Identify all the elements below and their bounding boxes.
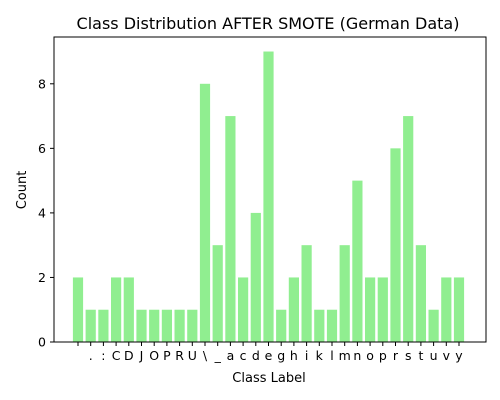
y-tick-label: 0	[38, 335, 46, 350]
bar	[225, 116, 236, 343]
bar	[339, 245, 350, 342]
bar	[238, 277, 249, 342]
x-tick-label: D	[124, 348, 134, 363]
bar	[453, 277, 465, 342]
x-tick-label: O	[149, 348, 159, 363]
x-tick-label: p	[379, 348, 387, 363]
x-tick-label: .	[89, 348, 93, 363]
bar	[352, 180, 363, 342]
y-axis: 0 2 4 6 8	[38, 76, 54, 350]
bar	[98, 309, 109, 342]
bars-group	[72, 51, 465, 343]
y-tick-label: 2	[38, 270, 46, 285]
bar	[199, 83, 211, 342]
x-tick-label: d	[252, 348, 260, 363]
y-tick-label: 6	[38, 141, 46, 156]
bar	[441, 277, 452, 342]
bar	[403, 116, 414, 343]
x-tick-label: r	[393, 348, 399, 363]
x-tick-label: t	[418, 348, 423, 363]
x-tick-label: _	[214, 348, 222, 363]
x-tick-label: R	[175, 348, 184, 363]
chart-title: Class Distribution AFTER SMOTE (German D…	[77, 14, 460, 33]
bar	[149, 309, 160, 342]
bar	[301, 245, 312, 342]
x-tick-label: a	[227, 348, 235, 363]
bar	[276, 309, 287, 342]
bar	[415, 245, 426, 342]
x-tick-label: e	[265, 348, 273, 363]
x-tick-label: v	[443, 348, 451, 363]
bar	[136, 309, 147, 342]
bar	[428, 309, 439, 342]
x-tick-label: :	[101, 348, 105, 363]
bar	[314, 309, 325, 342]
x-tick-label: J	[139, 348, 144, 363]
x-tick-label: C	[112, 348, 121, 363]
y-tick-label: 4	[38, 205, 46, 220]
bar	[174, 309, 185, 342]
bar	[365, 277, 376, 342]
x-tick-label: P	[163, 348, 171, 363]
bar	[123, 277, 134, 342]
bar	[111, 277, 122, 342]
bar	[212, 245, 223, 342]
x-tick-label: h	[290, 348, 298, 363]
x-tick-label: g	[277, 348, 285, 363]
bar	[390, 148, 401, 342]
x-tick-label: o	[366, 348, 374, 363]
x-axis: .: C D J O P R U \ _ a c d e g h i k l m n o p r s t u v y	[77, 342, 463, 363]
x-tick-label: c	[240, 348, 247, 363]
x-tick-label: u	[430, 348, 438, 363]
bar	[326, 309, 338, 342]
x-tick-label: l	[330, 348, 333, 363]
x-tick-label: n	[353, 348, 361, 363]
x-axis-label: Class Label	[232, 371, 305, 386]
bar	[85, 309, 96, 342]
plot-frame	[53, 36, 487, 343]
x-tick-label: y	[455, 348, 463, 363]
x-tick-label: \	[203, 348, 208, 363]
bar	[250, 212, 261, 342]
bar	[161, 309, 172, 342]
y-tick-label: 8	[38, 76, 46, 91]
bar	[72, 277, 84, 342]
x-tick-label: s	[405, 348, 412, 363]
y-axis-label: Count	[15, 171, 30, 210]
x-tick-label: m	[339, 348, 351, 363]
bar	[187, 309, 198, 342]
bar	[263, 51, 274, 343]
bar	[288, 277, 299, 342]
x-tick-label: U	[188, 348, 197, 363]
x-tick-label: k	[316, 348, 324, 363]
bar	[377, 277, 388, 342]
x-tick-label: i	[305, 348, 308, 363]
